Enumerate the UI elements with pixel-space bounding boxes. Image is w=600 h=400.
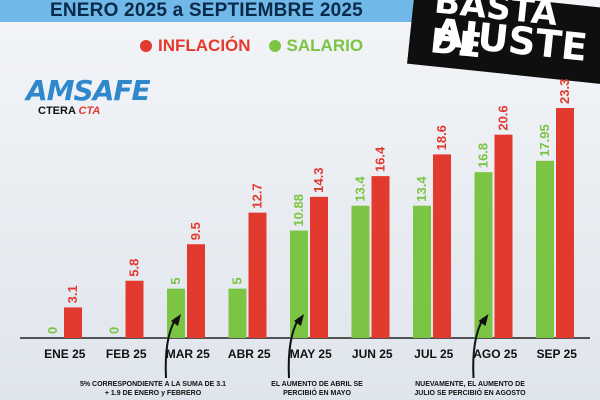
data-label-inflacion: 20.6 [496, 105, 511, 130]
data-label-salario: 10.88 [291, 194, 306, 227]
data-label-inflacion: 9.5 [188, 222, 203, 240]
legend-item-salario: SALARIO [268, 36, 364, 56]
logo-cta: CTA [78, 105, 101, 117]
bar-inflacion [310, 196, 328, 338]
bar-inflacion [494, 134, 513, 338]
data-label-salario: 13.4 [353, 176, 368, 202]
data-label-inflacion: 12.7 [250, 183, 265, 208]
bar-inflacion [125, 280, 144, 338]
data-label-salario: 0 [107, 327, 122, 334]
category-label: SEP 25 [537, 347, 578, 361]
category-label: ENE 25 [44, 347, 86, 361]
data-label-inflacion: 18.6 [434, 125, 449, 150]
data-label-salario: 17.95 [537, 124, 552, 157]
bar-inflacion [64, 307, 82, 338]
logo-name: AMSAFE [26, 74, 151, 107]
category-label: MAY 25 [290, 347, 332, 361]
bar-inflacion [187, 244, 205, 338]
bar-inflacion [248, 212, 267, 338]
data-label-inflacion: 23.3 [557, 79, 572, 104]
category-label: AGO 25 [473, 347, 517, 361]
bar-inflacion [433, 154, 451, 338]
logo-ctera: CTERA [38, 105, 76, 117]
data-label-inflacion: 14.3 [311, 168, 326, 193]
data-label-salario: 13.4 [414, 176, 429, 202]
chart-title: ENERO 2025 a SEPTIEMBRE 2025 [50, 0, 363, 21]
legend-label-inflacion: INFLACIÓN [158, 36, 251, 55]
bar-salario [290, 230, 308, 338]
annotation-arrowhead [478, 314, 489, 326]
bar-salario [536, 160, 554, 338]
data-label-salario: 5 [230, 277, 245, 284]
data-label-salario: 5 [168, 277, 183, 284]
category-label: FEB 25 [106, 347, 147, 361]
legend-dot-inflacion [140, 40, 152, 52]
data-label-inflacion: 16.4 [373, 146, 388, 172]
bar-salario [474, 172, 493, 338]
amsafe-logo: AMSAFE CTERA CTA [26, 74, 151, 117]
annotation-arrows-group [164, 314, 489, 379]
legend-label-salario: SALARIO [286, 36, 364, 55]
bar-inflacion [556, 108, 574, 338]
note-mar: 5% CORRESPONDIENTE A LA SUMA DE 3.1 + 1.… [80, 381, 226, 398]
category-label: JUN 25 [352, 347, 393, 361]
legend-dot-salario [268, 40, 281, 52]
legend: INFLACIÓN SALARIO [140, 36, 363, 56]
title-banner [0, 0, 430, 22]
note-may: EL AUMENTO DE ABRIL SE PERCIBIÓ EN MAYO [271, 381, 363, 398]
bar-salario [351, 205, 370, 338]
bar-salario [413, 205, 431, 338]
data-label-salario: 0 [45, 327, 60, 334]
logo-affiliations: CTERA CTA [38, 105, 150, 117]
category-label: MAR 25 [166, 347, 210, 361]
annotation-arrowhead [294, 314, 304, 326]
bar-salario [228, 288, 247, 338]
data-label-inflacion: 5.8 [127, 259, 142, 277]
note-ago: NUEVAMENTE, EL AUMENTO DE JULIO SE PERCI… [414, 381, 526, 398]
legend-item-inflacion: INFLACIÓN [140, 36, 251, 56]
bar-inflacion [371, 176, 390, 338]
data-label-salario: 16.8 [476, 143, 491, 168]
bars-group: 0 3.1 ENE 25 0 5.8 FEB 25 5 9.5 MAR 25 5 12.7 ABR 2… [20, 79, 590, 361]
data-label-inflacion: 3.1 [65, 285, 80, 303]
annotation-arrowhead [171, 314, 181, 326]
category-label: ABR 25 [228, 347, 271, 361]
category-label: JUL 25 [414, 347, 453, 361]
